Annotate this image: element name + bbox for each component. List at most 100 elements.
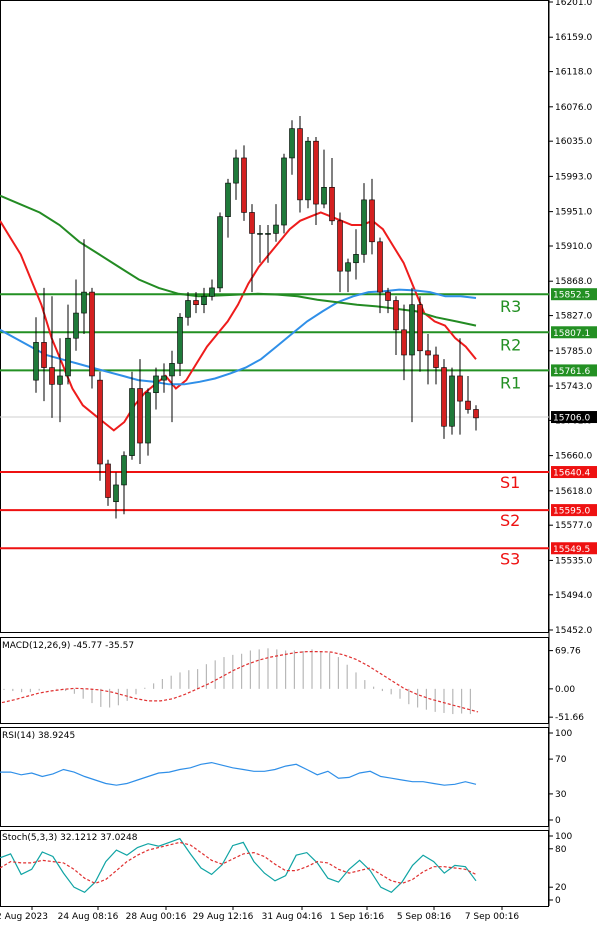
time-axis-label: 7 Sep 00:16 [465,912,520,922]
price-axis-label: 16118.0 [555,68,592,78]
rsi-line [0,761,477,786]
candle-body [465,400,471,410]
level-name-s3: S3 [500,549,520,568]
stoch-axis-label: 80 [555,845,567,855]
price-axis-label: 15743.0 [555,382,592,392]
candle-body [217,216,223,289]
moving-average-fast [0,211,477,432]
candle-body [425,350,431,356]
price-axis-label: 15785.0 [555,347,592,357]
current-price-tag [551,411,597,424]
candle-body [129,388,135,456]
candle-body [49,367,55,385]
candle-body [265,233,271,235]
candle-body [153,375,159,394]
candle-body [377,241,383,293]
time-axis-label: 29 Aug 12:16 [193,912,254,922]
level-price-tag-r1 [551,364,597,377]
candle-body [41,342,47,368]
candle-body [65,337,71,377]
candle-body [449,375,455,427]
level-name-r1: R1 [500,373,521,392]
candle-body [401,329,407,356]
level-price-label-s1: 15640.4 [553,469,590,479]
price-axis-label: 16201.0 [555,0,592,8]
rsi-axis-label: 100 [555,729,572,739]
candle-body [353,254,359,264]
price-axis-label: 15535.0 [555,556,592,566]
candle-body [145,392,151,444]
candle-body [385,291,391,301]
candle-body [241,157,247,213]
main-panel-frame [0,0,549,633]
price-axis-label: 15910.0 [555,242,592,252]
candle-body [257,233,263,235]
candle-body [441,367,447,427]
candle-body [393,300,399,331]
price-axis-label: 15868.0 [555,277,592,287]
level-price-tag-s3 [551,542,597,555]
price-axis-label: 15452.0 [555,626,592,636]
candle-body [89,291,95,377]
level-name-r3: R3 [500,297,521,316]
macd-axis-label: 69.76 [555,647,581,657]
candle-body [337,220,343,272]
macd-axis-label: 0.00 [555,685,575,695]
candle-body [73,312,79,339]
level-price-label-r2: 15807.1 [553,329,590,339]
level-price-label-s3: 15549.5 [553,545,590,555]
candle-body [137,388,143,444]
candle-body [297,128,303,201]
candle-body [97,379,103,465]
candle-body [177,316,183,364]
candle-body [457,375,463,402]
candle-body [33,342,39,381]
candle-body [81,291,87,314]
candle-body [369,199,375,243]
level-name-r2: R2 [500,335,521,354]
candle-body [289,128,295,159]
level-price-tag-r3 [551,288,597,301]
candle-body [121,455,127,486]
rsi-indicator-label: RSI(14) 38.9245 [2,731,75,741]
price-axis-label: 15993.0 [555,172,592,182]
time-axis-label: 31 Aug 04:16 [262,912,323,922]
candle-body [433,354,439,368]
rsi-axis-label: 70 [555,755,567,765]
candle-body [233,157,239,184]
time-axis-label: 28 Aug 00:16 [126,912,187,922]
rsi-axis-label: 0 [555,816,561,826]
candle-body [409,304,415,356]
time-axis-label: 2 Aug 2023 [0,912,48,922]
level-price-tag-s1 [551,466,597,479]
time-axis-label: 1 Sep 16:16 [330,912,385,922]
level-price-tag-r2 [551,326,597,339]
price-axis-label: 15660.0 [555,452,592,462]
stoch-main-line [0,837,477,894]
price-axis-label: 15827.0 [555,312,592,322]
candle-body [345,262,351,272]
rsi-panel-frame [0,727,549,827]
candle-body [185,300,191,318]
time-axis-label: 24 Aug 08:16 [58,912,119,922]
candle-body [161,375,167,381]
candle-body [57,375,63,385]
rsi-axis-label: 30 [555,790,567,800]
macd-signal-line [1,650,479,713]
macd-indicator-label: MACD(12,26,9) -45.77 -35.57 [2,641,134,651]
candle-body [329,186,335,222]
candle-body [305,140,311,201]
level-name-s2: S2 [500,511,520,530]
candle-body [281,157,287,226]
candle-body [273,224,279,234]
stoch-axis-label: 100 [555,832,572,842]
current-price-label: 15706.0 [553,414,590,424]
level-price-label-r1: 15761.6 [553,367,590,377]
candle-body [193,300,199,305]
price-axis-label: 15618.0 [555,487,592,497]
level-price-label-r3: 15852.5 [553,291,590,301]
candle-body [249,212,255,234]
stoch-axis-label: 0 [555,896,561,906]
candle-body [169,363,175,377]
